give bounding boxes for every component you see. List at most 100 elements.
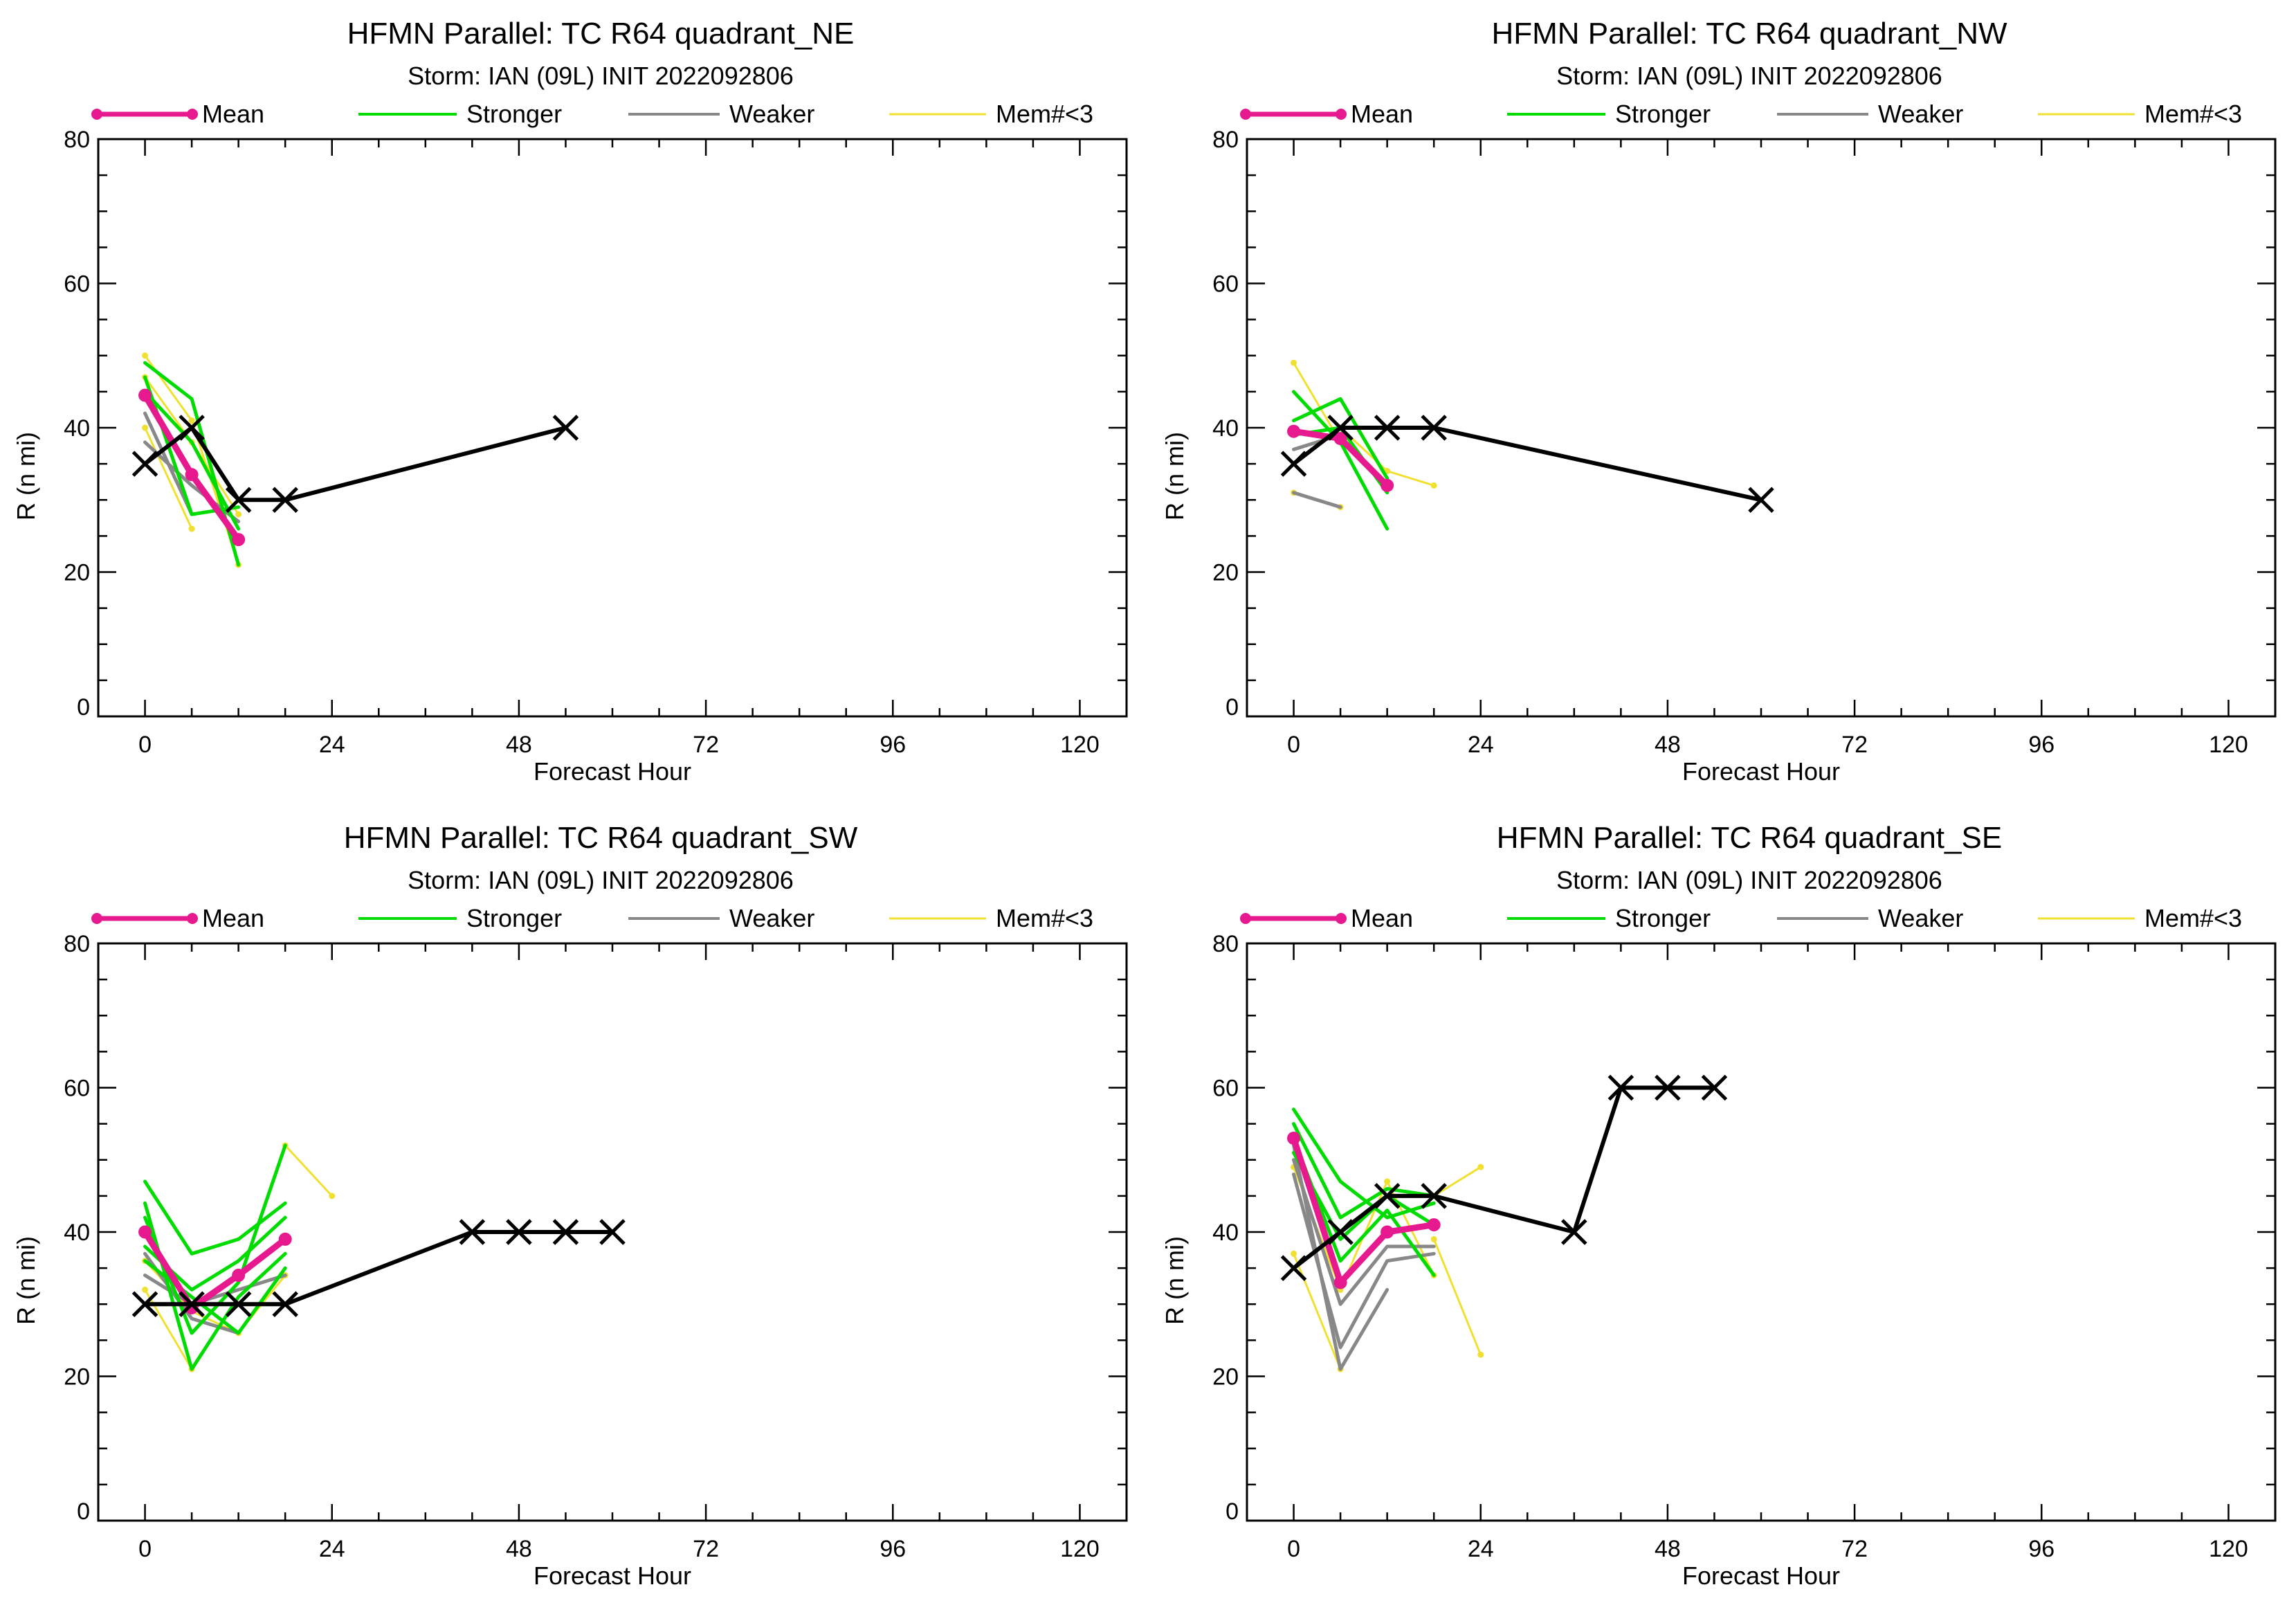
data-point-observed [1280,1255,1307,1281]
y-tick-label: 60 [64,271,90,298]
data-point-mean [278,1232,292,1246]
y-axis-label: R (n mi) [1160,432,1189,520]
series-line-stronger [1292,1122,1436,1220]
data-point-observed [1374,1183,1401,1209]
series-weaker [1292,1143,1436,1371]
x-axis-label: Forecast Hour [1682,757,1840,786]
data-point-mean [1287,1131,1301,1145]
y-tick-label: 20 [1212,1364,1239,1391]
chart-panel-4: HFMN Parallel: TC R64 quadrant_SE Storm: … [1160,821,2277,1590]
series-line-mean [1291,1135,1437,1286]
series-mean [1287,424,1394,492]
series-observed [1280,1074,1728,1281]
x-tick-label: 72 [693,732,719,758]
x-tick-label: 24 [1468,1536,1494,1562]
series-line-weaker [1292,1158,1436,1306]
series-line-stronger [1292,1150,1436,1241]
data-point-observed [1280,451,1307,477]
data-point-observed [1327,415,1354,441]
series-line-weaker [1292,491,1342,509]
legend-marker [1336,109,1347,120]
legend-marker [1240,913,1251,924]
data-point-few-members [1291,359,1297,366]
legend-entry-stronger: Stronger [1507,904,1711,932]
x-tick-label: 96 [2028,732,2054,758]
series-mean [138,388,246,547]
data-point-observed [225,1291,252,1318]
legend-entry-mean: Mean [91,904,264,932]
chart-subtitle: Storm: IAN (09L) INIT 2022092806 [1556,866,1942,894]
chart-subtitle: Storm: IAN (09L) INIT 2022092806 [408,62,794,90]
data-point-mean [138,388,152,402]
chart-title: HFMN Parallel: TC R64 quadrant_SW [344,821,858,855]
y-tick-label: 20 [64,560,90,586]
data-point-observed [272,1291,298,1318]
data-point-observed [1561,1219,1587,1245]
series-line-weaker [1292,1143,1390,1371]
y-tick-label: 80 [1212,931,1239,957]
data-point-observed [179,1291,205,1318]
series-line-stronger [143,1179,287,1256]
data-point-few-members [1430,482,1437,489]
y-tick-label: 0 [77,694,90,721]
x-tick-label: 72 [1841,732,1868,758]
data-point-few-members [1430,1235,1437,1242]
x-tick-label: 0 [138,1536,152,1562]
series-line-weaker [143,1251,241,1335]
x-tick-label: 96 [2028,1536,2054,1562]
legend-label: Mean [202,100,264,128]
series-line-stronger [1292,397,1390,480]
data-point-mean [1381,478,1394,492]
legend-label: Weaker [729,100,814,128]
legend-label: Mean [1351,100,1413,128]
x-tick-label: 48 [506,732,532,758]
legend-label: Stronger [466,904,562,932]
x-tick-label: 48 [1655,732,1681,758]
data-point-mean [185,468,199,482]
x-tick-label: 96 [880,732,906,758]
legend-label: Mem#<3 [996,904,1093,932]
x-tick-label: 120 [2209,1536,2248,1562]
x-tick-label: 120 [2209,732,2248,758]
x-tick-label: 48 [506,1536,532,1562]
data-point-few-members [235,511,242,518]
data-point-few-members [142,352,149,359]
legend-label: Mem#<3 [2144,904,2242,932]
legend-entry-mean: Mean [1240,904,1413,932]
data-point-few-members [1477,1351,1484,1358]
y-tick-label: 80 [1212,127,1239,153]
data-point-mean [138,1225,152,1239]
x-tick-label: 120 [1060,732,1100,758]
series-line-few-members [284,1144,334,1197]
data-point-observed [1421,415,1447,441]
series-line-few-members [144,426,193,530]
y-axis-label: R (n mi) [1160,1236,1189,1325]
legend-entry-mem-3: Mem#<3 [2038,904,2242,932]
legend-marker [187,913,198,924]
legend-label: Stronger [1615,100,1711,128]
legend-entry-mean: Mean [1240,100,1413,128]
legend-label: Mean [1351,904,1413,932]
data-point-observed [1374,415,1401,441]
chart-title: HFMN Parallel: TC R64 quadrant_SE [1497,821,2002,855]
legend-entry-weaker: Weaker [628,904,814,932]
y-tick-label: 60 [1212,1076,1239,1102]
legend-label: Weaker [729,904,814,932]
series-few-members [142,1142,336,1373]
data-point-mean [232,1269,246,1283]
series-line-observed [143,1230,614,1307]
x-tick-label: 24 [1468,732,1494,758]
legend-label: Mem#<3 [2144,100,2242,128]
series-line-stronger [143,361,241,567]
legend-label: Mem#<3 [996,100,1093,128]
y-tick-label: 20 [64,1364,90,1391]
legend-label: Stronger [1615,904,1711,932]
data-point-mean [1333,1276,1347,1289]
data-point-observed [1327,1219,1354,1245]
data-point-observed [1701,1074,1728,1101]
data-point-observed [599,1219,626,1245]
y-tick-label: 20 [1212,560,1239,586]
chart-subtitle: Storm: IAN (09L) INIT 2022092806 [408,866,794,894]
data-point-observed [1421,1183,1447,1209]
